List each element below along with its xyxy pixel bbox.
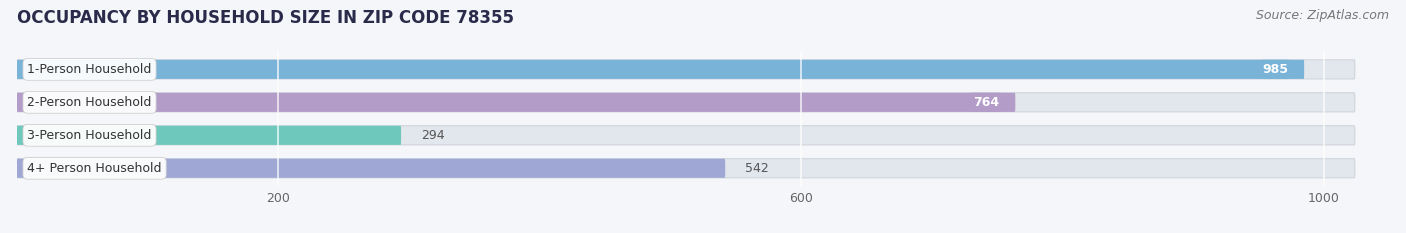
Text: 985: 985 — [1263, 63, 1288, 76]
Text: 3-Person Household: 3-Person Household — [27, 129, 152, 142]
Text: 764: 764 — [973, 96, 1000, 109]
FancyBboxPatch shape — [17, 93, 1015, 112]
Text: 2-Person Household: 2-Person Household — [27, 96, 152, 109]
Text: 294: 294 — [420, 129, 444, 142]
FancyBboxPatch shape — [17, 126, 401, 145]
FancyBboxPatch shape — [17, 93, 1355, 112]
FancyBboxPatch shape — [17, 126, 1355, 145]
FancyBboxPatch shape — [17, 159, 725, 178]
Text: OCCUPANCY BY HOUSEHOLD SIZE IN ZIP CODE 78355: OCCUPANCY BY HOUSEHOLD SIZE IN ZIP CODE … — [17, 9, 513, 27]
Text: 1-Person Household: 1-Person Household — [27, 63, 152, 76]
FancyBboxPatch shape — [17, 159, 1355, 178]
Text: 4+ Person Household: 4+ Person Household — [27, 162, 162, 175]
FancyBboxPatch shape — [17, 60, 1355, 79]
Text: 542: 542 — [745, 162, 769, 175]
Text: Source: ZipAtlas.com: Source: ZipAtlas.com — [1256, 9, 1389, 22]
FancyBboxPatch shape — [17, 60, 1305, 79]
